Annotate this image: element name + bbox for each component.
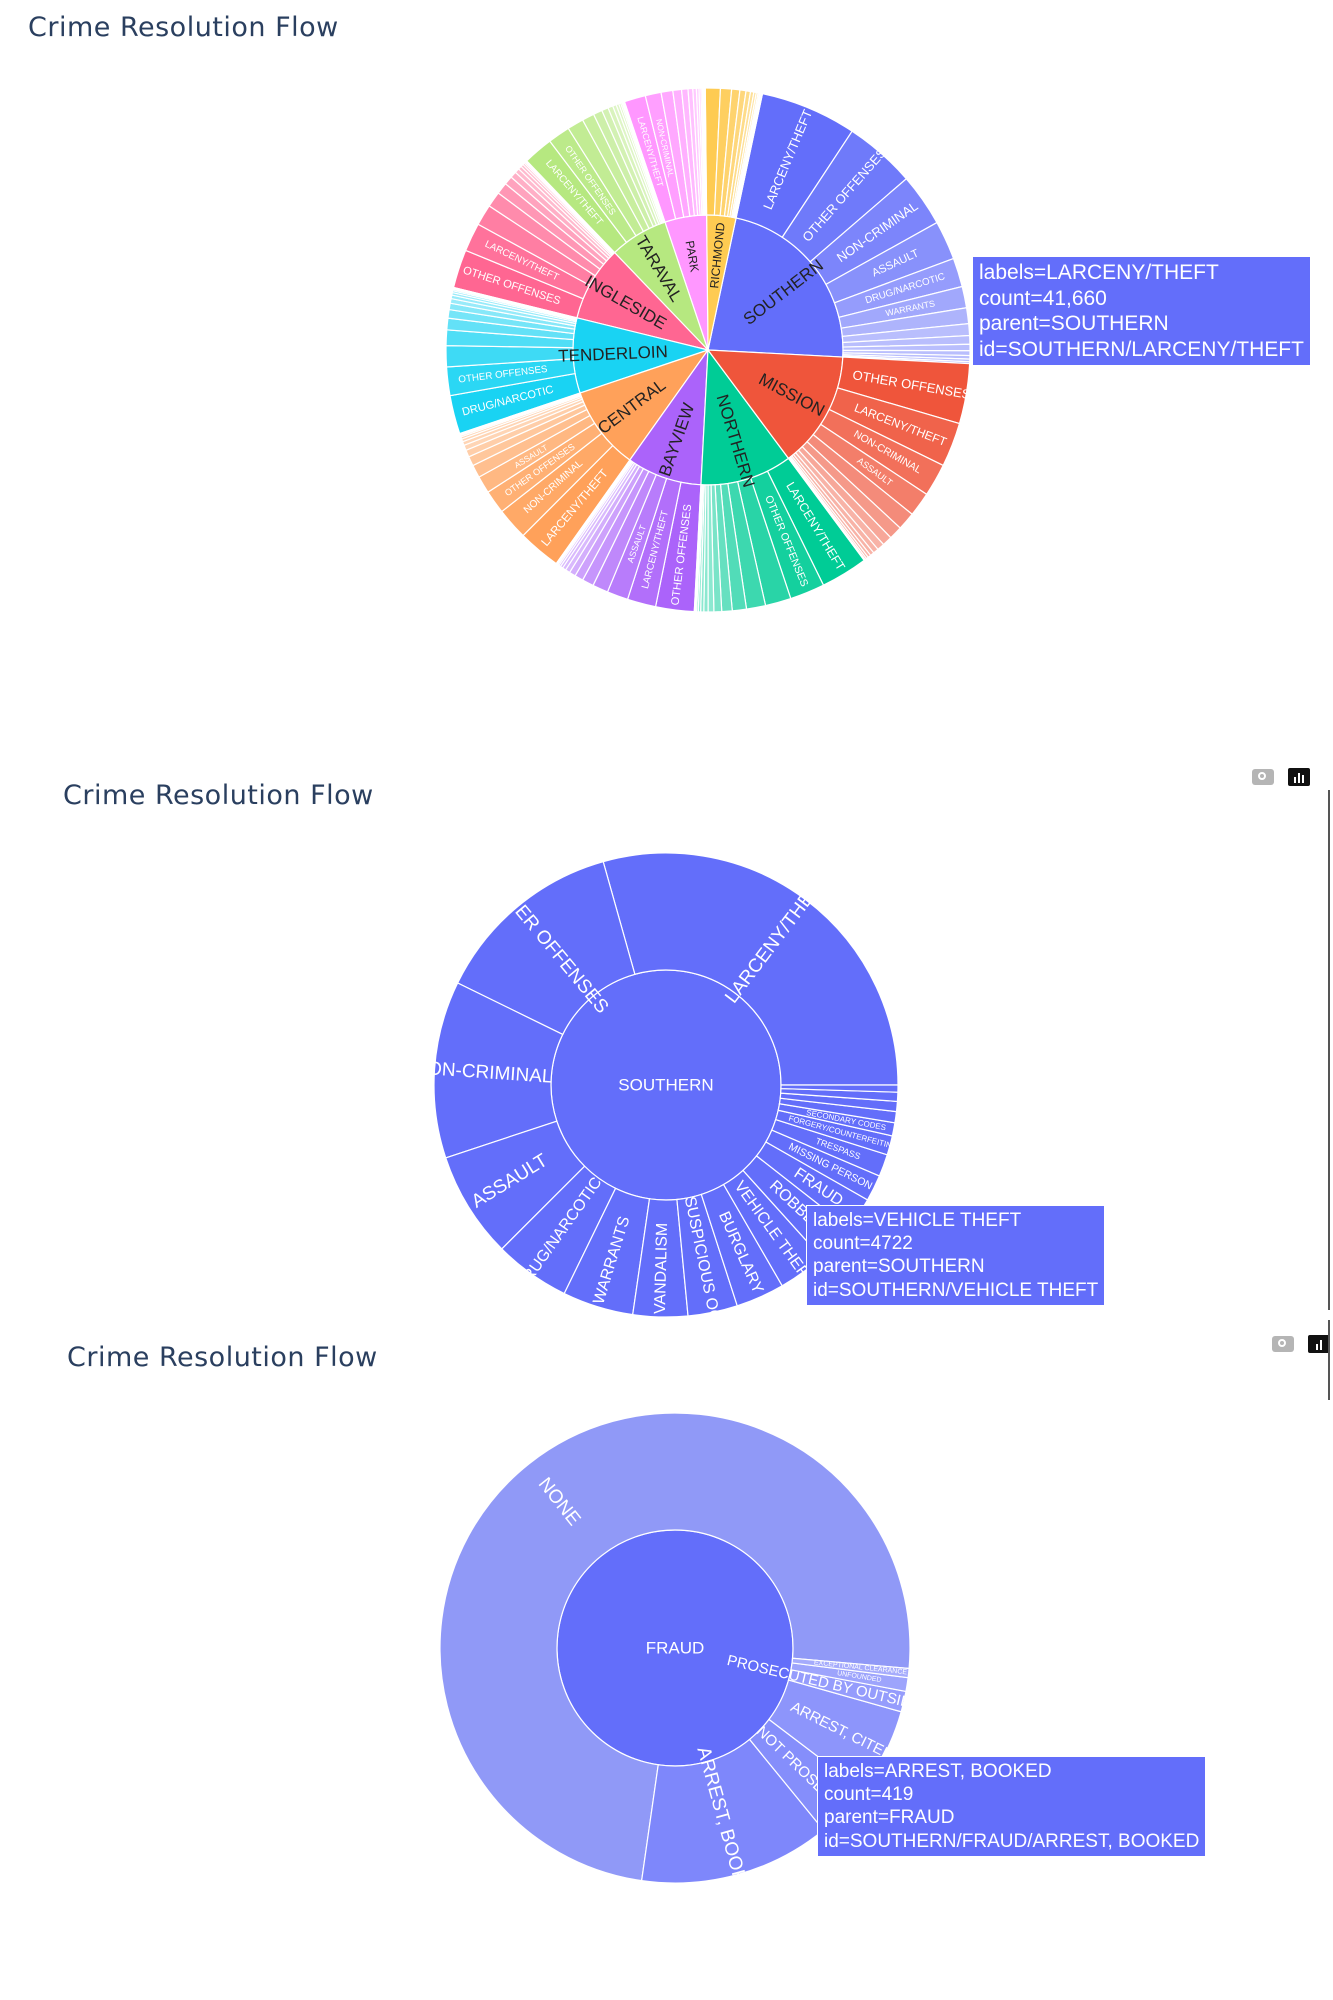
- subsector-southern[interactable]: [833, 257, 963, 319]
- subsector-central[interactable]: [458, 392, 581, 436]
- segment-none[interactable]: [439, 1412, 911, 1882]
- modebar-3: [1272, 1335, 1330, 1353]
- subsector-tenderloin[interactable]: [445, 345, 574, 368]
- subsector-mission[interactable]: [819, 408, 945, 496]
- subsector-bayview[interactable]: [626, 477, 682, 608]
- subsector-mission[interactable]: [828, 387, 961, 467]
- subsector-taraval[interactable]: [567, 119, 645, 237]
- chart-panel-1: Crime Resolution Flow LARCENY/THEFT OTHER…: [0, 0, 1333, 740]
- hover-tooltip-3: labels=ARREST, BOOKED count=419 parent=F…: [817, 1756, 1207, 1857]
- subsector-southern[interactable]: [825, 221, 955, 304]
- subsector-ingleside[interactable]: [488, 192, 601, 277]
- subsector-bayview[interactable]: [606, 473, 668, 601]
- chart-panel-2: Crime Resolution Flow SOUTHERN LARCENY/TH…: [0, 760, 1333, 1320]
- chart-title-1: Crime Resolution Flow: [28, 12, 339, 43]
- tooltip-line: count=4722: [813, 1233, 913, 1255]
- subsector-park[interactable]: [644, 91, 685, 220]
- subsector-northern[interactable]: [727, 480, 767, 610]
- hover-tooltip-2: labels=VEHICLE THEFT count=4722 parent=S…: [806, 1205, 1106, 1306]
- tooltip-line: labels=LARCENY/THEFT: [979, 261, 1219, 284]
- subsector-mission[interactable]: [806, 433, 913, 529]
- root-label: FRAUD: [646, 1639, 705, 1658]
- modebar-2: [1252, 768, 1310, 786]
- divider: [1328, 790, 1330, 1310]
- tooltip-line: count=41,660: [979, 286, 1107, 310]
- camera-icon[interactable]: [1252, 769, 1274, 785]
- camera-icon[interactable]: [1272, 1336, 1294, 1352]
- subsector-central[interactable]: [487, 422, 603, 513]
- subsector-park[interactable]: [704, 87, 708, 216]
- subsector-southern[interactable]: [809, 177, 938, 286]
- plotly-logo-icon[interactable]: [1308, 1335, 1330, 1353]
- subsector-southern[interactable]: [781, 130, 908, 263]
- subsector-central[interactable]: [478, 414, 596, 494]
- tooltip-line: parent=FRAUD: [824, 1807, 955, 1829]
- hover-tooltip-1: labels=LARCENY/THEFT count=41,660 parent…: [972, 256, 1311, 367]
- subsector-central[interactable]: [500, 432, 614, 537]
- subsector-richmond[interactable]: [735, 92, 764, 219]
- subsector-bayview[interactable]: [592, 470, 657, 593]
- sector-label: PARK: [683, 239, 702, 273]
- subsector-mission[interactable]: [836, 356, 971, 425]
- tooltip-line: id=SOUTHERN/FRAUD/ARREST, BOOKED: [824, 1830, 1200, 1852]
- subsector-ingleside[interactable]: [525, 160, 616, 254]
- tooltip-line: labels=ARREST, BOOKED: [824, 1761, 1052, 1782]
- tooltip-line: count=419: [824, 1784, 914, 1806]
- root-label: SOUTHERN: [618, 1076, 713, 1095]
- segment-label: VANDALISM: [652, 1223, 671, 1315]
- subsector-northern[interactable]: [749, 470, 825, 600]
- segment-larceny-theft[interactable]: [602, 852, 899, 1086]
- subsector-taraval[interactable]: [623, 100, 666, 223]
- subsector-mission[interactable]: [812, 423, 928, 516]
- plotly-logo-icon[interactable]: [1288, 768, 1310, 786]
- subsector-northern[interactable]: [736, 477, 792, 607]
- subsector-northern[interactable]: [693, 484, 703, 613]
- segment-other-offenses[interactable]: [456, 860, 636, 1036]
- subsector-mission[interactable]: [787, 457, 867, 562]
- sector-label: TENDERLOIN: [558, 342, 668, 366]
- subsector-tenderloin[interactable]: [452, 286, 578, 319]
- chart-panel-3: Crime Resolution Flow FRAUD NONE ARREST, B…: [0, 1320, 1333, 2000]
- divider: [1328, 1320, 1330, 1400]
- subsector-southern[interactable]: [840, 307, 970, 338]
- subsector-tenderloin[interactable]: [445, 329, 575, 349]
- subsector-taraval[interactable]: [548, 127, 637, 244]
- subsector-northern[interactable]: [719, 482, 748, 612]
- chart-title-3: Crime Resolution Flow: [67, 1342, 378, 1373]
- subsector-ingleside[interactable]: [464, 223, 591, 300]
- sector-label: RICHMOND: [707, 222, 728, 289]
- tooltip-line: id=SOUTHERN/VEHICLE THEFT: [813, 1279, 1099, 1301]
- subsector-tenderloin[interactable]: [445, 358, 576, 397]
- tooltip-line: labels=VEHICLE THEFT: [813, 1210, 1022, 1231]
- tooltip-line: id=SOUTHERN/LARCENY/THEFT: [979, 337, 1304, 361]
- subsector-ingleside[interactable]: [477, 205, 597, 287]
- tooltip-line: parent=SOUTHERN: [813, 1256, 985, 1278]
- subsector-bayview[interactable]: [555, 459, 631, 565]
- subsector-southern[interactable]: [838, 285, 968, 329]
- segment-non-criminal[interactable]: [433, 982, 564, 1159]
- tooltip-line: parent=SOUTHERN: [979, 312, 1169, 336]
- segment-exceptional-clearance[interactable]: [791, 1657, 910, 1679]
- segment-disorderly-conduct[interactable]: [780, 1084, 899, 1093]
- chart-title-2: Crime Resolution Flow: [63, 780, 374, 811]
